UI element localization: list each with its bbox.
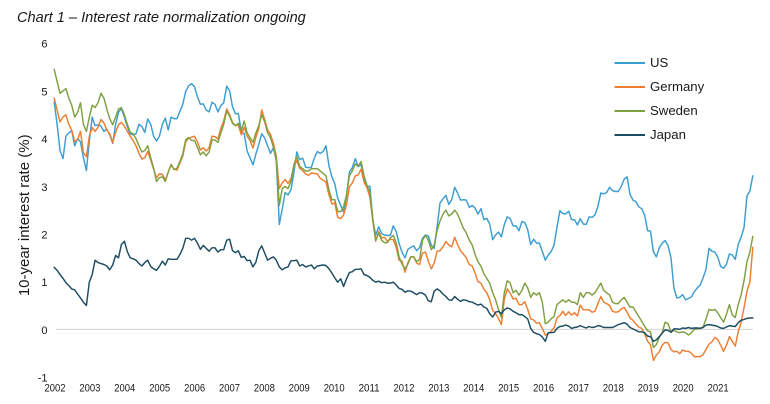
svg-text:2009: 2009 [289, 383, 310, 395]
svg-text:2016: 2016 [533, 383, 554, 395]
svg-text:2014: 2014 [463, 383, 484, 395]
svg-text:5: 5 [41, 86, 47, 98]
svg-text:2: 2 [41, 230, 47, 242]
svg-text:1: 1 [41, 277, 47, 289]
svg-text:Japan: Japan [650, 127, 686, 142]
svg-text:10-year interest rate (%): 10-year interest rate (%) [16, 134, 33, 296]
svg-text:US: US [650, 55, 669, 70]
svg-text:2013: 2013 [428, 383, 449, 395]
svg-text:6: 6 [41, 39, 47, 51]
svg-text:4: 4 [41, 134, 47, 146]
svg-text:Sweden: Sweden [650, 103, 698, 118]
svg-text:3: 3 [41, 182, 47, 194]
svg-text:2006: 2006 [184, 383, 205, 395]
svg-text:2007: 2007 [219, 383, 240, 395]
svg-text:2004: 2004 [114, 383, 135, 395]
svg-text:-1: -1 [38, 373, 48, 385]
svg-text:Germany: Germany [650, 79, 705, 94]
svg-text:2005: 2005 [149, 383, 170, 395]
svg-text:2018: 2018 [603, 383, 624, 395]
svg-text:2021: 2021 [708, 383, 729, 395]
svg-text:2019: 2019 [638, 383, 659, 395]
svg-text:2010: 2010 [324, 383, 345, 395]
svg-text:2020: 2020 [673, 383, 694, 395]
svg-text:2003: 2003 [79, 383, 100, 395]
svg-text:0: 0 [41, 325, 47, 337]
svg-text:2015: 2015 [498, 383, 519, 395]
svg-text:2011: 2011 [359, 383, 380, 395]
svg-text:2017: 2017 [568, 383, 589, 395]
svg-text:2012: 2012 [394, 383, 415, 395]
svg-text:2008: 2008 [254, 383, 275, 395]
svg-text:2002: 2002 [45, 383, 66, 395]
